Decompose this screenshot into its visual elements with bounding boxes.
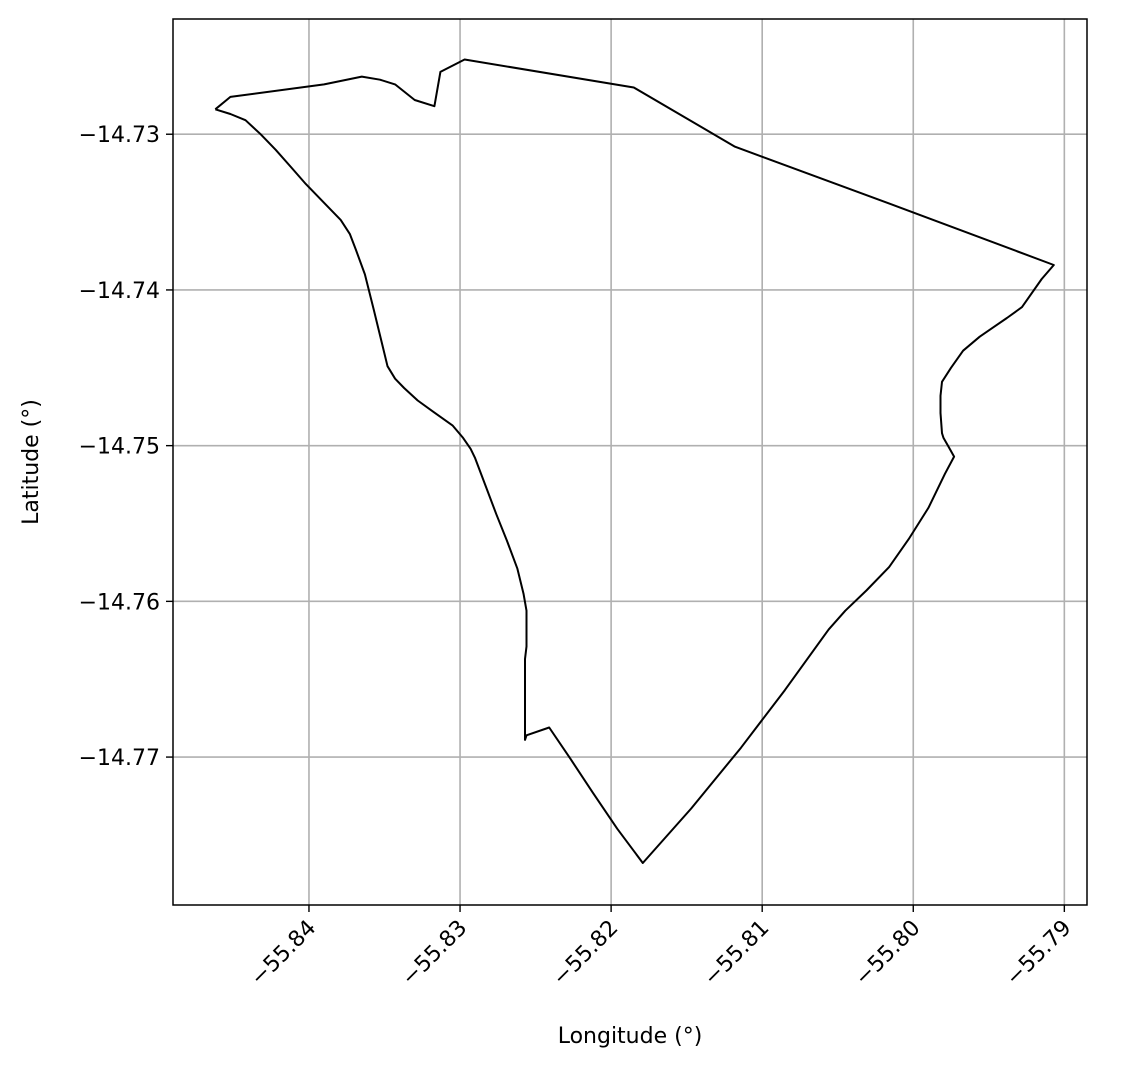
y-tick-label: −14.73 — [79, 123, 160, 148]
x-tick-label: −55.80 — [850, 916, 925, 991]
x-tick-label: −55.81 — [699, 916, 774, 991]
y-tick-label: −14.77 — [79, 746, 160, 771]
plot-frame — [172, 18, 1088, 906]
data-layer — [214, 58, 1055, 864]
y-axis-label: Latitude (°) — [19, 399, 44, 525]
x-tick-label: −55.79 — [1001, 916, 1076, 991]
y-tick-label: −14.74 — [79, 279, 160, 304]
y-tick-label: −14.76 — [79, 590, 160, 615]
ticks: −55.84 −55.83 −55.82 −55.81 −55.80 −55.79 −14.… — [79, 123, 1077, 991]
x-tick-label: −55.84 — [246, 916, 321, 991]
grid — [173, 19, 1087, 905]
boundary-polygon — [214, 58, 1055, 864]
x-tick-label: −55.82 — [548, 916, 623, 991]
y-tick-label: −14.75 — [79, 435, 160, 460]
x-tick-label: −55.83 — [397, 916, 472, 991]
x-axis-label: Longitude (°) — [558, 1024, 703, 1049]
